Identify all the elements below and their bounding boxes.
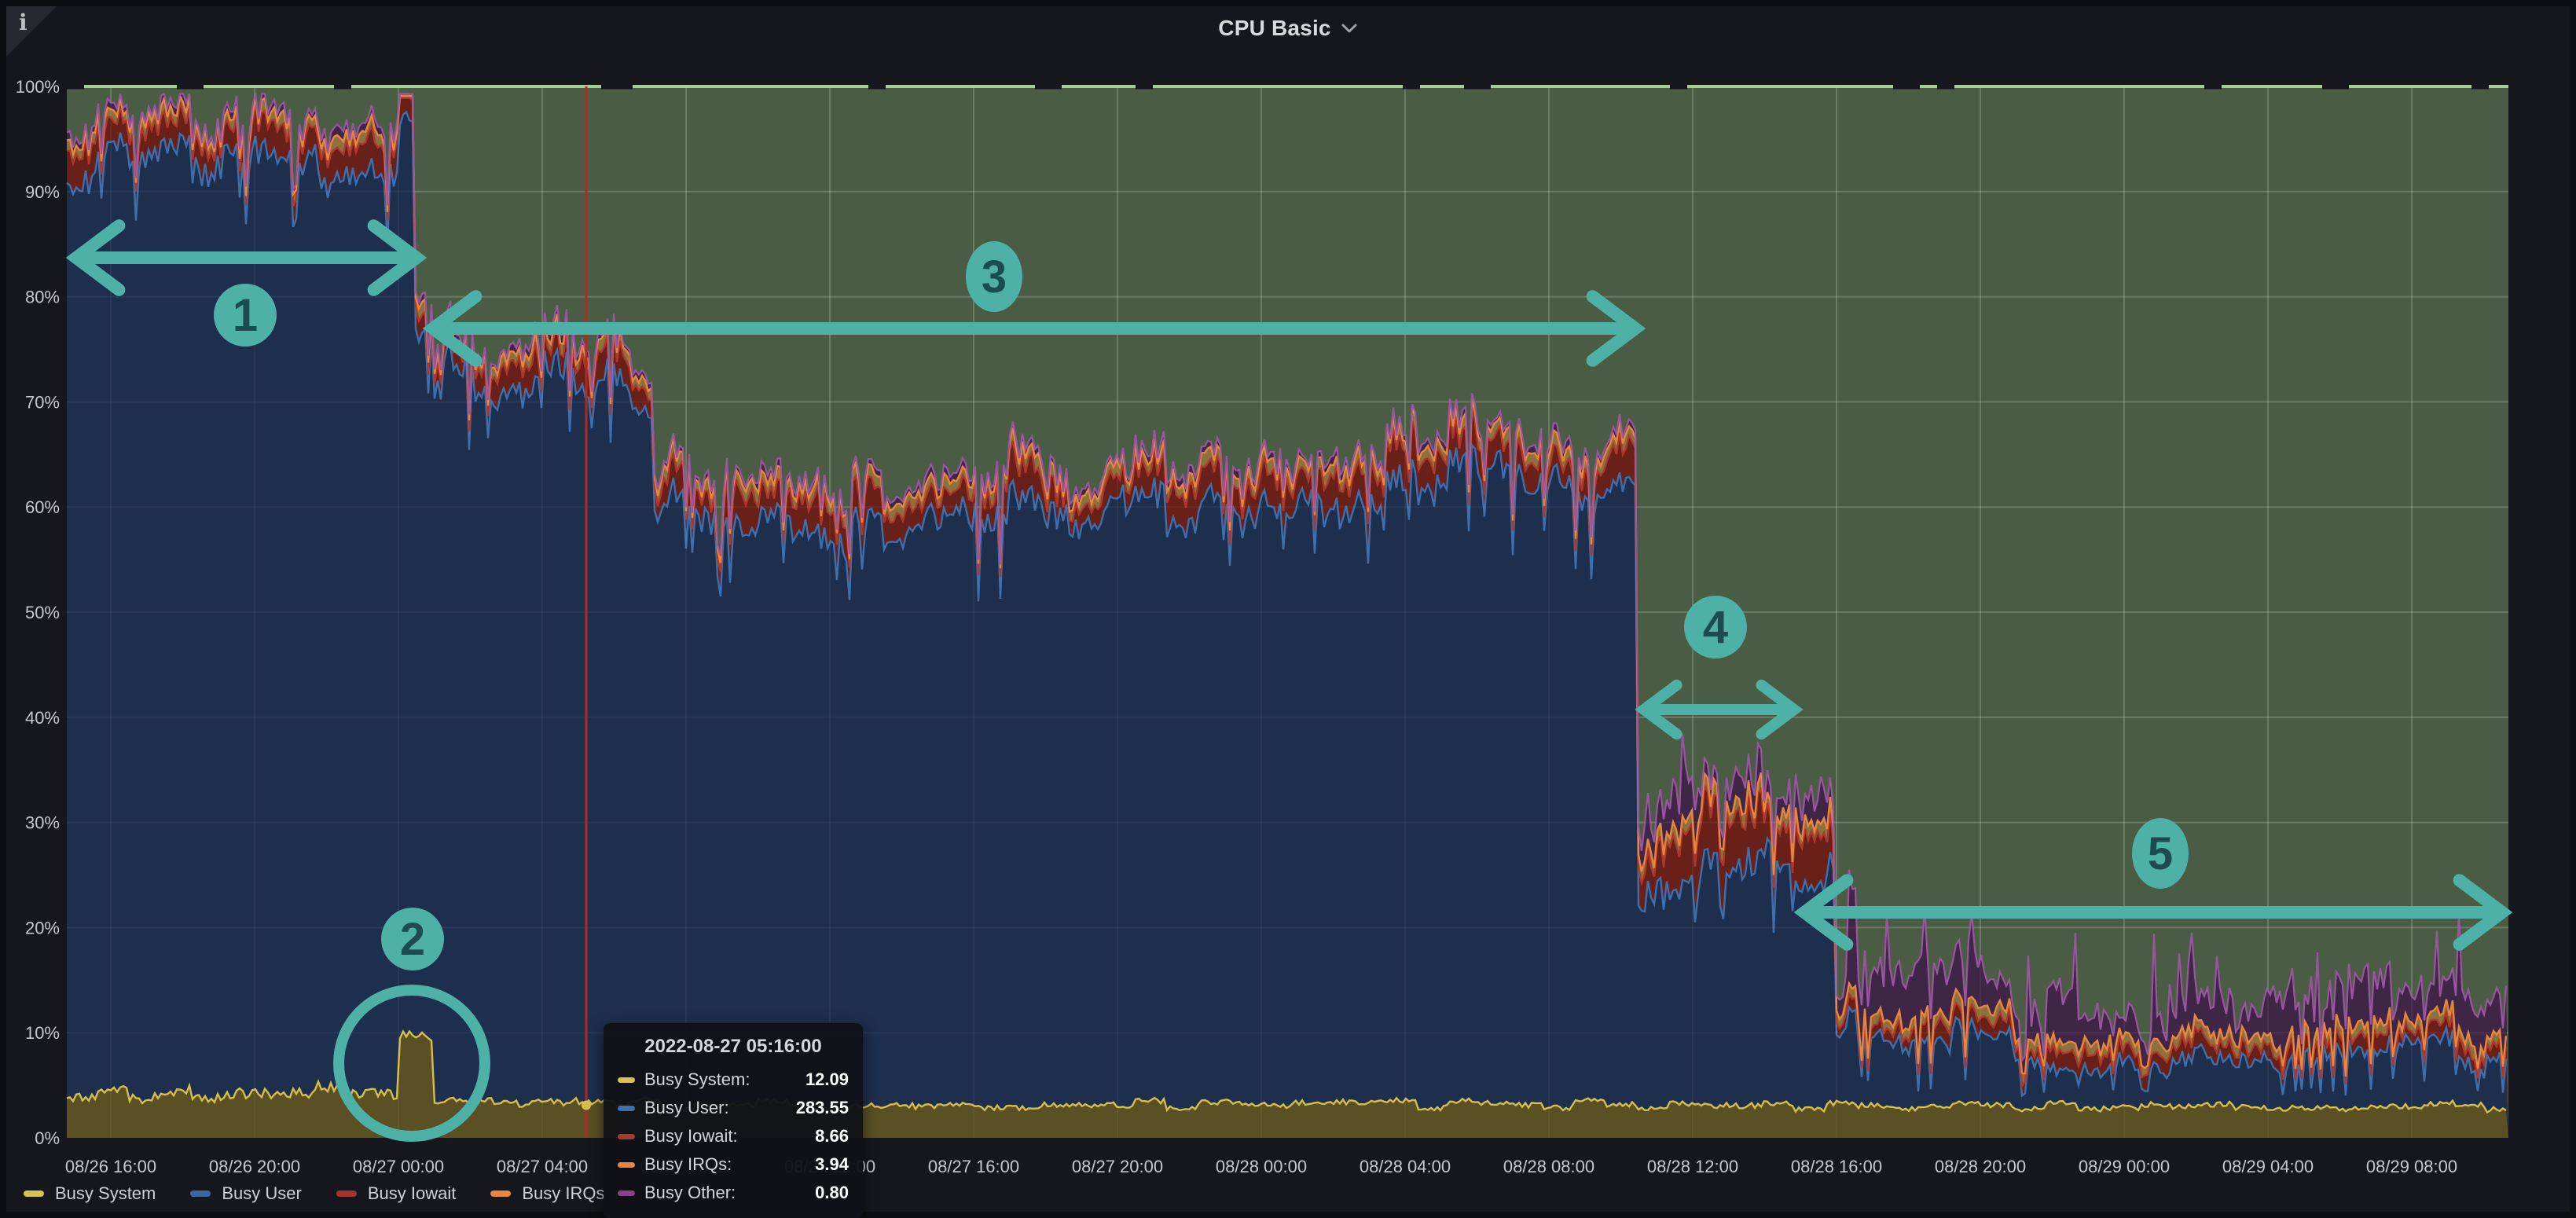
legend-swatch bbox=[490, 1190, 511, 1197]
legend-item-busy-system[interactable]: Busy System bbox=[24, 1183, 156, 1204]
y-axis-label: 70% bbox=[25, 392, 60, 412]
tooltip-series-label: Busy IRQs: bbox=[644, 1154, 732, 1175]
y-axis-label: 80% bbox=[25, 288, 60, 307]
tooltip-row: Busy User: 283.55 bbox=[618, 1094, 849, 1122]
y-axis-label: 30% bbox=[25, 813, 60, 833]
legend-swatch bbox=[336, 1190, 357, 1197]
tooltip-series-label: Busy User: bbox=[644, 1098, 729, 1118]
y-axis-label: 10% bbox=[25, 1023, 60, 1043]
y-axis-label: 40% bbox=[25, 708, 60, 728]
x-axis-label: 08/26 16:00 bbox=[65, 1157, 156, 1176]
tooltip-row: Busy IRQs: 3.94 bbox=[618, 1150, 849, 1179]
cpu-usage-stacked-area-chart[interactable]: 100% 90% 80% 70% 60% 50% 40% 30% 20% 10% 0% 08/26 1… bbox=[0, 0, 2576, 1212]
panel-title: CPU Basic bbox=[1218, 16, 1330, 41]
x-axis-label: 08/27 04:00 bbox=[497, 1157, 588, 1176]
badge-digit: 3 bbox=[982, 251, 1007, 303]
x-axis-label: 08/28 20:00 bbox=[1935, 1157, 2026, 1176]
tooltip-row: Busy Iowait: 8.66 bbox=[618, 1122, 849, 1150]
x-axis-label: 08/27 20:00 bbox=[1072, 1157, 1163, 1176]
tooltip-series-value: 0.80 bbox=[815, 1183, 849, 1203]
x-axis-label: 08/28 16:00 bbox=[1791, 1157, 1882, 1176]
tooltip-series-label: Busy Other: bbox=[644, 1183, 736, 1203]
legend-swatch bbox=[24, 1190, 44, 1197]
legend-label: Busy System bbox=[55, 1183, 156, 1204]
number-badge-2: 2 bbox=[381, 908, 444, 970]
legend-label: Busy Iowait bbox=[368, 1183, 457, 1204]
tooltip-series-value: 12.09 bbox=[805, 1069, 849, 1090]
x-axis-label: 08/29 04:00 bbox=[2222, 1157, 2314, 1176]
y-axis-label: 20% bbox=[25, 918, 60, 937]
panel-title-button[interactable]: CPU Basic bbox=[1218, 16, 1357, 41]
x-axis-label: 08/26 20:00 bbox=[209, 1157, 300, 1176]
tooltip-series-label: Busy System: bbox=[644, 1069, 750, 1090]
x-axis-label: 08/29 00:00 bbox=[2079, 1157, 2170, 1176]
x-axis-label: 08/28 12:00 bbox=[1647, 1157, 1738, 1176]
number-badge-3: 3 bbox=[966, 241, 1022, 312]
legend-item-busy-iowait[interactable]: Busy Iowait bbox=[336, 1183, 457, 1204]
number-badge-1: 1 bbox=[214, 284, 277, 347]
x-axis-label: 08/28 00:00 bbox=[1216, 1157, 1307, 1176]
chevron-down-icon[interactable] bbox=[1341, 23, 1358, 38]
tooltip-series-swatch bbox=[618, 1190, 635, 1196]
x-axis-label: 08/28 08:00 bbox=[1503, 1157, 1594, 1176]
legend-item-busy-user[interactable]: Busy User bbox=[190, 1183, 301, 1204]
number-badge-4: 4 bbox=[1684, 596, 1747, 659]
badge-digit: 5 bbox=[2148, 828, 2173, 879]
info-icon[interactable]: i bbox=[19, 9, 28, 35]
tooltip-timestamp: 2022-08-27 05:16:00 bbox=[618, 1036, 849, 1058]
tooltip-series-swatch bbox=[618, 1106, 635, 1111]
y-axis-label: 50% bbox=[25, 603, 60, 622]
tooltip-series-value: 3.94 bbox=[815, 1154, 849, 1175]
y-axis-label: 100% bbox=[16, 77, 60, 97]
tooltip-series-label: Busy Iowait: bbox=[644, 1126, 738, 1146]
tooltip-series-swatch bbox=[618, 1077, 635, 1083]
y-axis-label: 0% bbox=[35, 1128, 60, 1148]
badge-digit: 2 bbox=[400, 914, 425, 965]
hover-tooltip: 2022-08-27 05:16:00 Busy System:12.09Bus… bbox=[604, 1023, 863, 1218]
badge-digit: 4 bbox=[1703, 602, 1728, 653]
tooltip-row: Busy Other: 0.80 bbox=[618, 1179, 849, 1207]
x-axis-label: 08/28 04:00 bbox=[1360, 1157, 1451, 1176]
tooltip-series-swatch bbox=[618, 1134, 635, 1139]
legend-swatch bbox=[190, 1190, 211, 1197]
tooltip-series-value: 8.66 bbox=[815, 1126, 849, 1146]
x-axis-label: 08/29 08:00 bbox=[2366, 1157, 2457, 1176]
hover-point-marker bbox=[582, 1101, 591, 1110]
panel-header: CPU Basic bbox=[0, 16, 2576, 41]
y-axis-label: 60% bbox=[25, 497, 60, 517]
legend-label: Busy User bbox=[222, 1183, 301, 1204]
x-axis-label: 08/27 00:00 bbox=[353, 1157, 444, 1176]
x-axis-label: 08/27 16:00 bbox=[928, 1157, 1019, 1176]
tooltip-series-value: 283.55 bbox=[796, 1098, 849, 1118]
number-badge-5: 5 bbox=[2132, 818, 2189, 889]
legend-item-busy-irqs[interactable]: Busy IRQs bbox=[490, 1183, 604, 1204]
legend-label: Busy IRQs bbox=[522, 1183, 604, 1204]
tooltip-row: Busy System: 12.09 bbox=[618, 1066, 849, 1094]
y-axis-label: 90% bbox=[25, 182, 60, 202]
tooltip-series-swatch bbox=[618, 1162, 635, 1168]
chart-legend: Busy System Busy User Busy Iowait Busy IRQs bbox=[24, 1183, 605, 1204]
badge-digit: 1 bbox=[233, 290, 258, 341]
